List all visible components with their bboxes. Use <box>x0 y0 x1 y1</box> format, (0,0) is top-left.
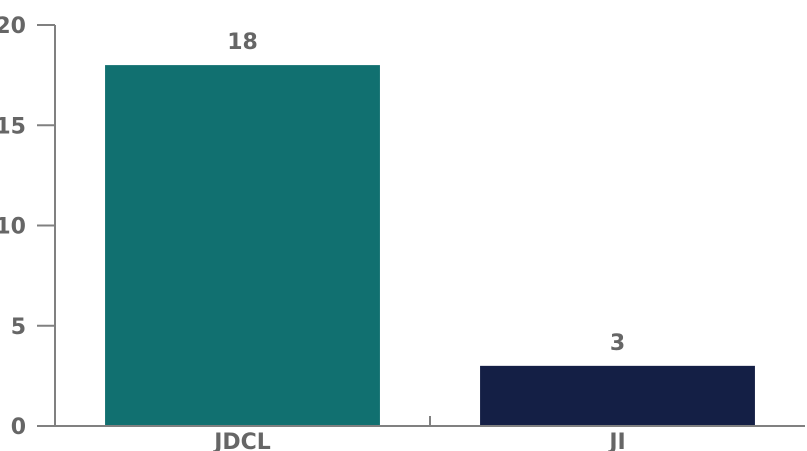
y-axis-ticks: 0 5 10 15 20 <box>0 14 55 440</box>
bars <box>105 65 755 426</box>
data-label-jdcl: 18 <box>227 30 258 55</box>
x-category-label-jdcl: JDCL <box>212 430 271 451</box>
data-labels: 18 3 <box>227 30 625 356</box>
y-tick-label: 20 <box>0 14 26 39</box>
bar-ji <box>480 365 755 426</box>
bar-jdcl <box>105 65 380 426</box>
y-tick-label: 0 <box>11 415 26 440</box>
y-tick-label: 5 <box>11 315 26 340</box>
data-label-ji: 3 <box>610 331 625 356</box>
y-tick-label: 15 <box>0 114 26 139</box>
x-axis-category-labels: JDCL JI <box>212 430 626 451</box>
y-tick-label: 10 <box>0 215 26 240</box>
x-category-label-ji: JI <box>607 430 625 451</box>
